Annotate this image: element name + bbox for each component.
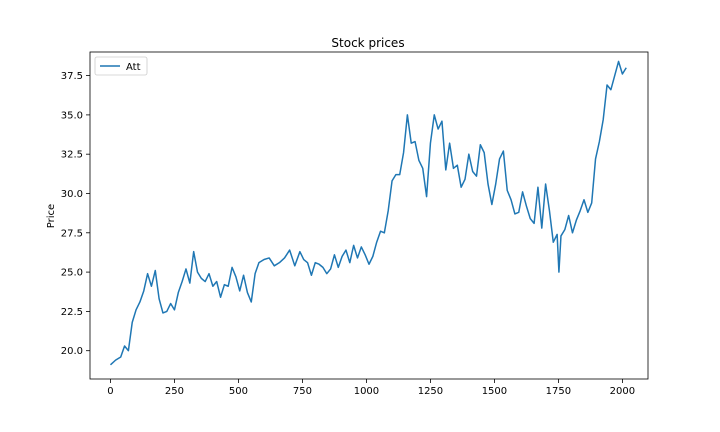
x-tick-label: 0 bbox=[107, 386, 113, 397]
x-tick-label: 1750 bbox=[546, 386, 571, 397]
x-tick-label: 1500 bbox=[482, 386, 507, 397]
legend-label-att: Att bbox=[126, 62, 141, 73]
x-tick-label: 2000 bbox=[610, 386, 635, 397]
plot-frame bbox=[89, 51, 649, 380]
y-tick-label: 22.5 bbox=[61, 307, 83, 318]
x-tick-label: 500 bbox=[229, 386, 248, 397]
y-tick-label: 27.5 bbox=[61, 228, 83, 239]
x-tick-label: 1000 bbox=[354, 386, 379, 397]
x-tick-label: 750 bbox=[293, 386, 312, 397]
y-tick-label: 30.0 bbox=[61, 189, 83, 200]
chart-title: Stock prices bbox=[331, 36, 404, 50]
y-tick-label: 37.5 bbox=[61, 71, 83, 82]
legend: Att bbox=[94, 56, 148, 76]
series-line-att bbox=[109, 60, 627, 366]
y-tick-label: 25.0 bbox=[61, 268, 83, 279]
y-tick-label: 35.0 bbox=[61, 110, 83, 121]
y-axis-label: Price bbox=[46, 204, 57, 228]
y-tick-label: 32.5 bbox=[61, 150, 83, 161]
x-tick-label: 1250 bbox=[418, 386, 443, 397]
legend-box bbox=[94, 56, 148, 76]
y-tick-label: 20.0 bbox=[61, 346, 83, 357]
x-tick-label: 250 bbox=[165, 386, 184, 397]
axis-ticks: 0 250 500 750 1000 1250 1500 1750 2000 20.0 22.5 25… bbox=[61, 71, 635, 397]
